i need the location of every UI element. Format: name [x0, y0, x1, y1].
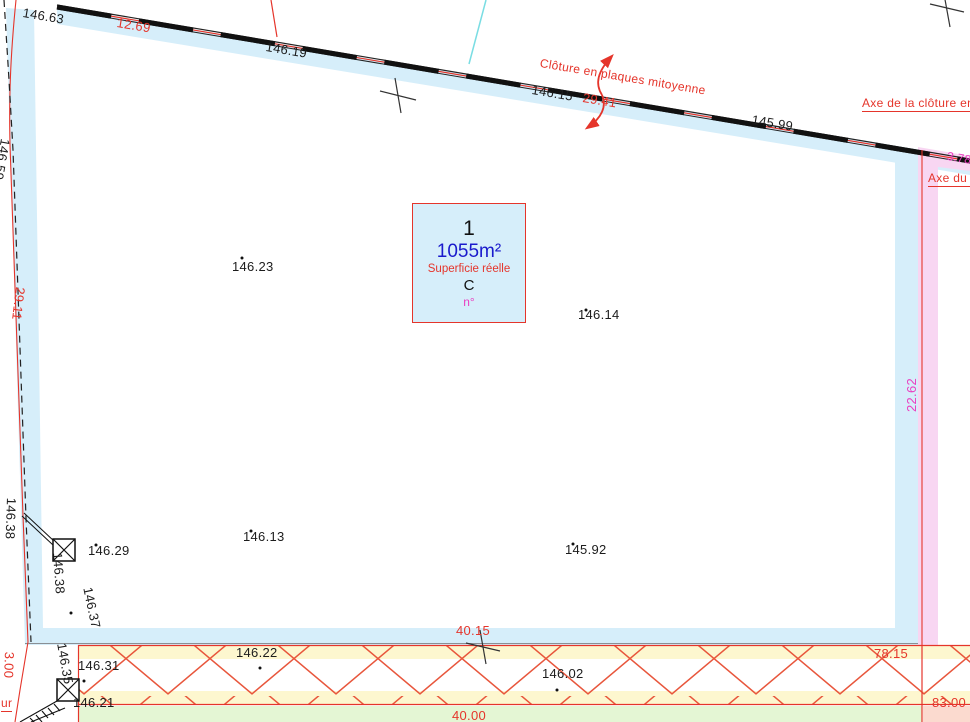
dim-78-15: 78.15 — [874, 646, 909, 661]
dim-22-62: 22.62 — [904, 377, 919, 412]
buffer-band-top-blue — [57, 7, 970, 175]
survey-marker-1 — [21, 512, 76, 562]
buffer-band-right-blue — [895, 160, 918, 645]
parcel-section: C — [463, 277, 475, 295]
parcel-area: 1055m² — [436, 240, 502, 262]
buffer-band-left-bottom-blue — [6, 8, 918, 645]
level-145-92: 145.92 — [565, 542, 607, 557]
parcel-number: 1 — [463, 216, 475, 240]
top-fence-line — [56, 4, 970, 164]
note-wall-axis: Axe du r — [928, 172, 970, 187]
dim-3-00: 3.00 — [1, 651, 17, 679]
note-left-cut: ur — [1, 696, 13, 712]
dim-40-00: 40.00 — [452, 708, 487, 722]
level-146-13: 146.13 — [243, 529, 285, 544]
level-146-23: 146.23 — [232, 259, 274, 274]
dim-29-11: 29.11 — [9, 286, 28, 321]
survey-cross-bottom-center — [465, 629, 501, 665]
power-line-red — [270, 0, 278, 38]
level-146-14: 146.14 — [578, 307, 620, 322]
level-146-31: 146.31 — [78, 658, 120, 673]
band-right-pink — [918, 147, 970, 645]
elevation-dots — [69, 256, 588, 692]
left-boundary-line — [3, 0, 32, 722]
parcel-label-box: 1 1055m² Superficie réelle C n° — [412, 203, 526, 323]
level-146-38-a: 146.38 — [2, 497, 19, 540]
survey-marker-2 — [19, 678, 80, 722]
wall-hatch-symbol — [19, 700, 66, 722]
dim-40-15: 40.15 — [456, 623, 491, 638]
note-fence-axis: Axe de la clôture en pl — [862, 97, 970, 112]
parcel-lot-prefix: n° — [463, 295, 475, 310]
level-146-02: 146.02 — [542, 666, 584, 681]
survey-cross-top-right — [929, 0, 965, 28]
strip-salmon — [923, 706, 970, 722]
water-line-cyan — [468, 0, 487, 65]
dim-3-78: 3.78 — [945, 149, 970, 167]
dim-83-00: 83.00 — [932, 695, 967, 710]
survey-cross-top-center — [379, 77, 417, 114]
strip-crosshatch — [78, 646, 970, 704]
level-146-21: 146.21 — [73, 695, 115, 710]
parcel-area-note: Superficie réelle — [427, 262, 511, 275]
fence-direction-arrows — [584, 54, 614, 130]
level-146-38-b: 146.38 — [50, 551, 68, 595]
strip-green — [79, 706, 922, 722]
level-146-22: 146.22 — [236, 645, 278, 660]
level-146-29: 146.29 — [88, 543, 130, 558]
